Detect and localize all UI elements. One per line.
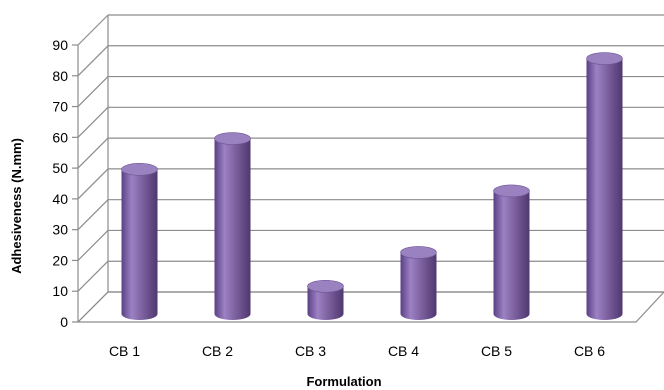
bar (121, 163, 158, 320)
bar-body (121, 169, 158, 320)
gridline-side (77, 291, 109, 323)
bar (586, 52, 623, 321)
bar-top-cap (214, 132, 251, 145)
bar (400, 246, 437, 320)
y-tick-labels: 0 10 20 30 40 50 60 70 80 90 (52, 37, 68, 330)
gridline-side (77, 76, 109, 107)
bar-body (400, 252, 437, 320)
x-tick-label: CB 5 (481, 343, 512, 359)
bar-body (307, 286, 344, 320)
y-tick-label: 30 (52, 222, 68, 238)
gridline-side (77, 45, 109, 77)
bar-top-cap (307, 279, 344, 293)
bar-body (586, 58, 623, 321)
x-tick-label: CB 2 (202, 343, 233, 359)
y-tick-label: 10 (52, 283, 68, 299)
bars (121, 52, 623, 321)
bar-top-cap (121, 163, 158, 176)
y-tick-label: 80 (52, 68, 68, 84)
chart-floor (76, 291, 664, 323)
y-axis-title: Adhesiveness (N.mm) (9, 138, 24, 274)
x-axis-title: Formulation (306, 374, 381, 389)
x-tick-labels: CB 1 CB 2 CB 3 CB 4 CB 5 CB 6 (109, 343, 605, 359)
bar (214, 132, 251, 320)
gridline-side (77, 260, 109, 292)
bar-top-cap (586, 52, 623, 65)
y-tick-label: 20 (52, 252, 68, 268)
y-tick-label: 50 (52, 160, 68, 176)
bar-top-cap (400, 246, 437, 259)
gridline-side (77, 14, 109, 46)
bar (493, 184, 530, 320)
bar-top-cap (493, 184, 530, 198)
y-tick-label: 40 (52, 191, 68, 207)
gridlines (72, 14, 664, 323)
bar (307, 279, 344, 320)
gridline-side (77, 199, 109, 231)
gridline-side (77, 106, 109, 138)
x-tick-label: CB 6 (574, 343, 605, 359)
bar-body (214, 138, 251, 320)
gridline-side (77, 137, 109, 169)
y-tick-label: 0 (60, 314, 68, 330)
y-tick-label: 70 (52, 99, 68, 115)
x-tick-label: CB 4 (388, 343, 419, 359)
x-tick-label: CB 1 (109, 343, 140, 359)
x-tick-label: CB 3 (295, 343, 326, 359)
bar-body (493, 190, 530, 320)
y-tick-label: 90 (52, 37, 68, 53)
y-tick-label: 60 (52, 129, 68, 145)
gridline-side (77, 168, 109, 200)
gridline-side (77, 230, 109, 261)
